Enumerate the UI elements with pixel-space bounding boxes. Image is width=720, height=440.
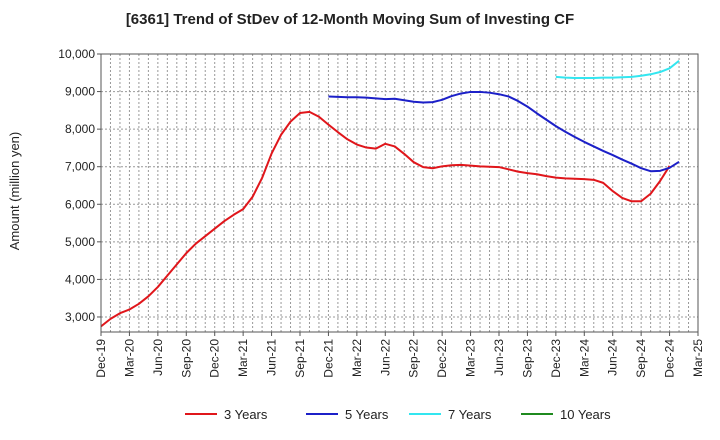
y-tick-label: 4,000 [65, 272, 95, 286]
x-tick-label: Jun-24 [606, 339, 620, 376]
x-tick-label: Mar-21 [236, 339, 250, 377]
x-tick-label: Sep-20 [179, 339, 193, 378]
legend: 3 Years 5 Years 7 Years 10 Years [185, 407, 611, 422]
series-lines [100, 59, 680, 328]
x-tick-label: Mar-24 [577, 339, 591, 377]
x-tick-label: Mar-23 [464, 339, 478, 377]
x-tick-label: Jun-23 [492, 339, 506, 376]
x-tick-label: Dec-21 [321, 339, 335, 378]
x-tick-label: Mar-20 [122, 339, 136, 377]
x-tick-label: Dec-19 [94, 339, 108, 378]
x-tick-label: Jun-21 [265, 339, 279, 376]
x-tick-label: Sep-21 [293, 339, 307, 378]
plot-border [100, 53, 699, 333]
legend-label-10-years: 10 Years [560, 407, 611, 422]
x-tick-label: Mar-22 [350, 339, 364, 377]
x-tick-label: Dec-23 [549, 339, 563, 378]
x-tick-label: Sep-23 [520, 339, 534, 378]
legend-label-3-years: 3 Years [224, 407, 268, 422]
y-tick-label: 5,000 [65, 235, 95, 249]
series-line-5-years [328, 90, 680, 173]
y-tick-label: 10,000 [58, 47, 95, 61]
x-tick-label: Dec-22 [435, 339, 449, 378]
y-tick-label: 7,000 [65, 160, 95, 174]
legend-label-7-years: 7 Years [448, 407, 492, 422]
x-tick-label: Dec-20 [208, 339, 222, 378]
x-tick-label: Sep-24 [634, 339, 648, 378]
x-tick-label: Jun-22 [378, 339, 392, 376]
y-axis-ticks: 3,000 4,000 5,000 6,000 7,000 8,000 9,000 10,00… [58, 47, 101, 324]
x-tick-label: Dec-24 [663, 339, 677, 378]
x-tick-label: Sep-22 [407, 339, 421, 378]
x-tick-label: Jun-20 [151, 339, 165, 376]
x-tick-label: Mar-25 [691, 339, 705, 377]
series-line-3-years [100, 110, 671, 328]
y-axis-label: Amount (million yen) [7, 132, 22, 251]
series-line-7-years [555, 59, 680, 80]
legend-label-5-years: 5 Years [345, 407, 389, 422]
plot-area [101, 54, 698, 332]
y-tick-label: 9,000 [65, 85, 95, 99]
y-tick-label: 3,000 [65, 310, 95, 324]
x-axis-ticks: Dec-19 Mar-20 Jun-20 Sep-20 Dec-20 Mar-21 Jun-… [94, 332, 705, 378]
y-tick-label: 6,000 [65, 197, 95, 211]
y-tick-label: 8,000 [65, 122, 95, 136]
chart-title: [6361] Trend of StDev of 12-Month Moving… [126, 11, 574, 28]
